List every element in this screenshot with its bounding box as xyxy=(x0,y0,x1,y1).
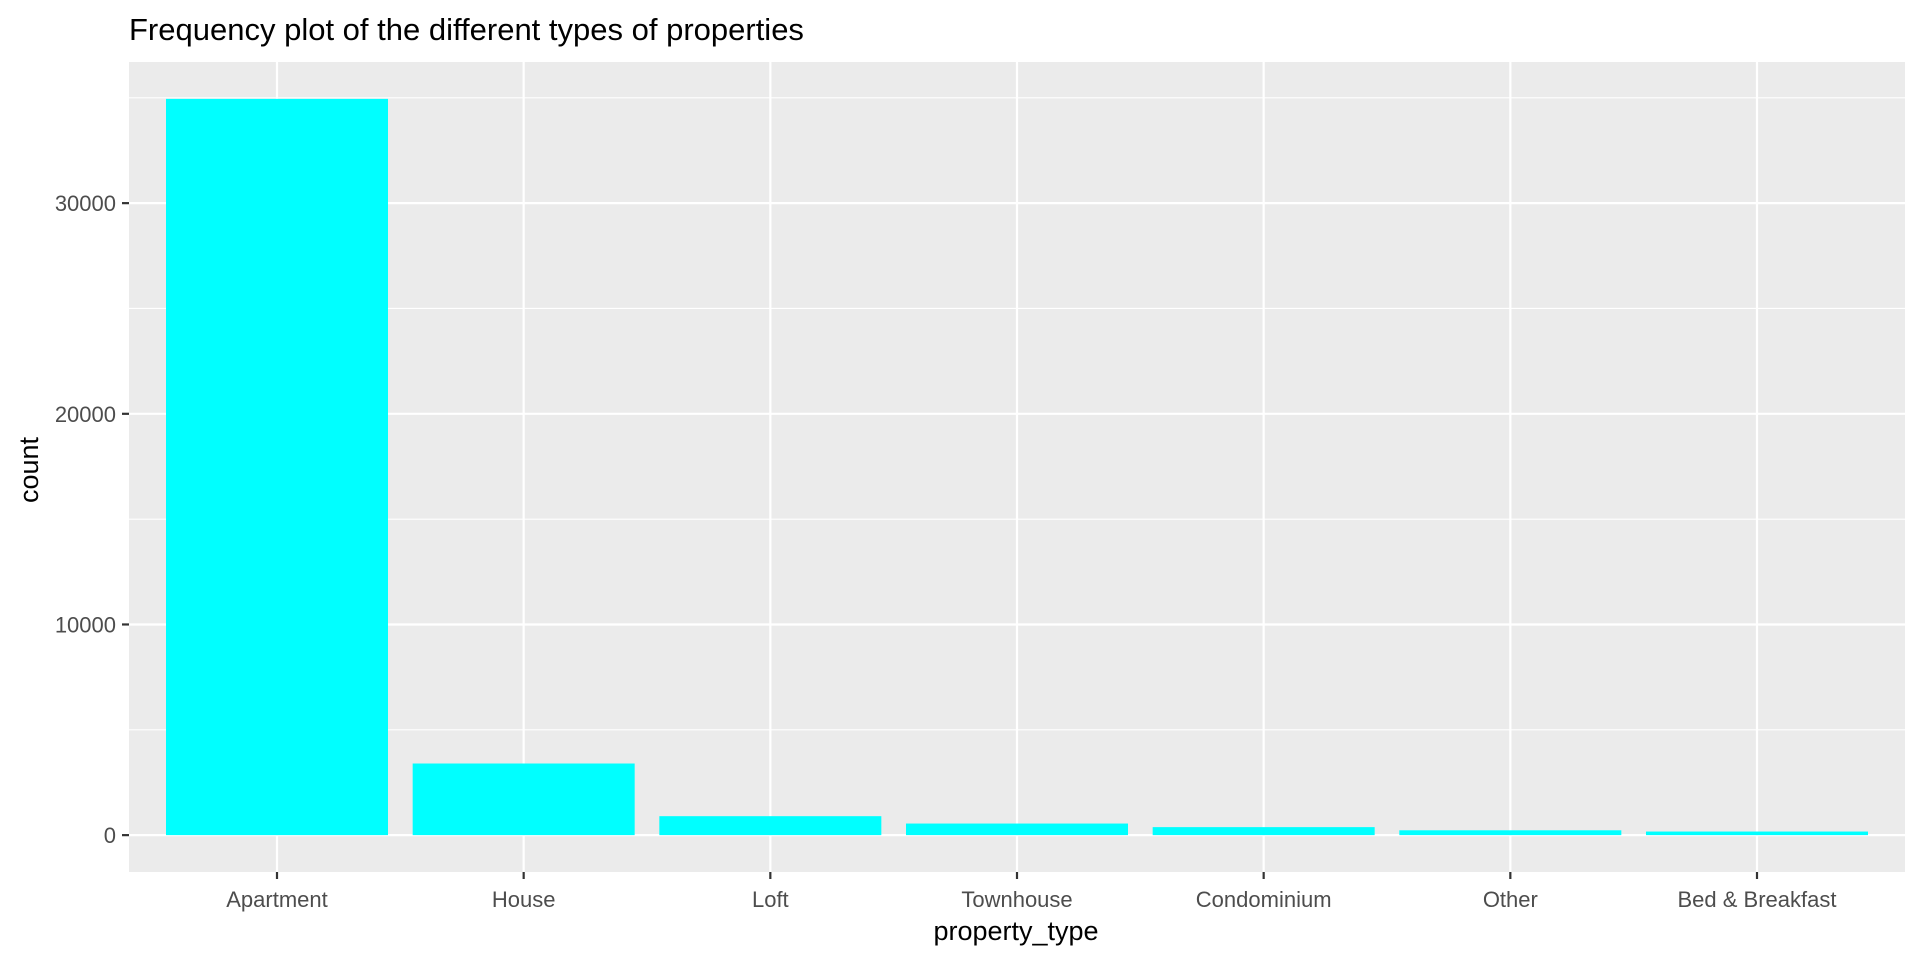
x-tick-label: Apartment xyxy=(226,887,328,912)
bar-townhouse xyxy=(906,823,1128,836)
x-tick-label: Other xyxy=(1483,887,1538,912)
y-tick-label: 30000 xyxy=(55,191,116,216)
x-tick-label: Townhouse xyxy=(961,887,1072,912)
y-tick-label: 10000 xyxy=(55,612,116,637)
bar-apartment xyxy=(166,98,388,836)
x-tick-label: House xyxy=(492,887,556,912)
y-tick-label: 20000 xyxy=(55,402,116,427)
x-tick-label: Loft xyxy=(752,887,789,912)
bar-bed-breakfast xyxy=(1646,831,1868,836)
bar-house xyxy=(412,763,635,836)
x-tick-label: Bed & Breakfast xyxy=(1678,887,1837,912)
bars xyxy=(166,98,1868,836)
bar-other xyxy=(1399,830,1622,836)
y-axis-title: count xyxy=(14,436,44,503)
y-axis: 0 10000 20000 30000 xyxy=(55,191,129,848)
x-axis: Apartment House Loft Townhouse Condominium Ot… xyxy=(226,872,1836,912)
x-tick-label: Condominium xyxy=(1196,887,1332,912)
y-tick-label: 0 xyxy=(104,823,116,848)
x-axis-title: property_type xyxy=(933,916,1098,946)
bar-loft xyxy=(659,816,882,836)
bar-condominium xyxy=(1152,827,1375,836)
chart-title: Frequency plot of the different types of… xyxy=(129,12,804,47)
